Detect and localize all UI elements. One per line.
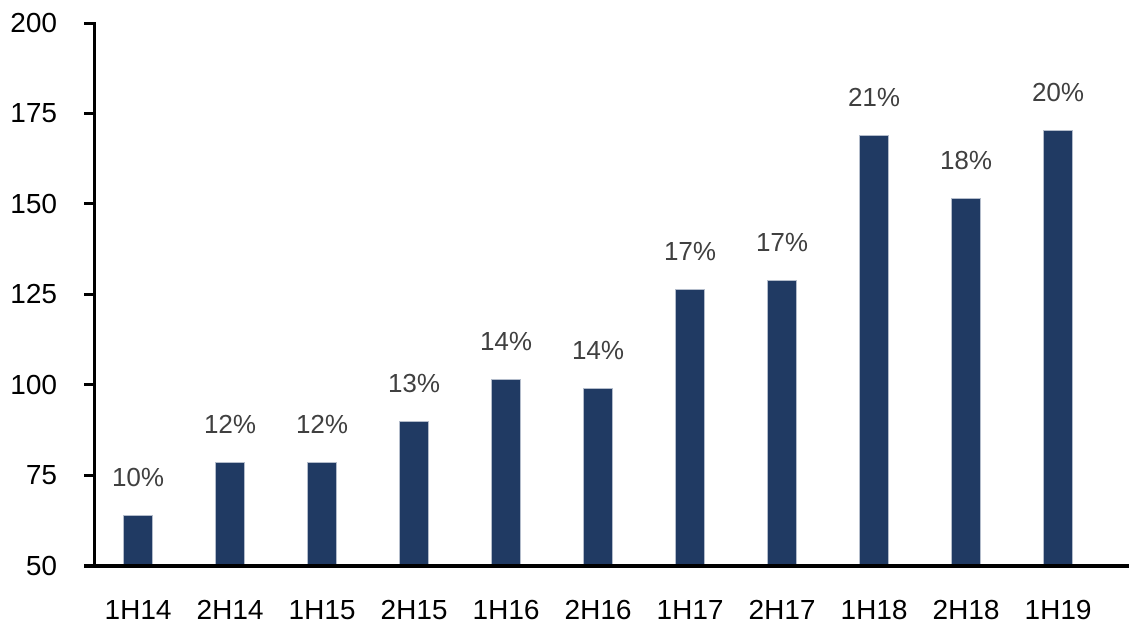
- bar-2H16: [583, 388, 613, 566]
- x-category-label-1H16: 1H16: [472, 594, 540, 625]
- y-axis-tick-label: 75: [25, 459, 57, 491]
- x-category-label-1H14: 1H14: [104, 594, 172, 625]
- y-axis-tick-label: 100: [10, 368, 57, 400]
- bar-1H17: [675, 288, 705, 566]
- bar-value-label-2H14: 12%: [203, 409, 257, 440]
- bar-value-label-1H17: 17%: [663, 235, 717, 266]
- y-axis-line: [92, 21, 96, 568]
- y-axis-tick: [84, 21, 96, 25]
- bar-value-label-1H16: 14%: [479, 326, 533, 357]
- x-category-label-1H15: 1H15: [288, 594, 356, 625]
- x-category-label-1H19: 1H19: [1024, 594, 1092, 625]
- y-axis-tick: [84, 202, 96, 206]
- bar-value-label-2H18: 18%: [939, 145, 993, 176]
- x-category-label-2H17: 2H17: [748, 594, 816, 625]
- bar-value-label-1H19: 20%: [1031, 76, 1085, 107]
- bar-value-label-2H16: 14%: [571, 335, 625, 366]
- bar-1H14: [123, 514, 153, 566]
- y-axis-tick-label: 150: [10, 187, 57, 219]
- y-axis-tick: [84, 111, 96, 115]
- y-axis-tick-label: 175: [10, 97, 57, 129]
- y-axis-tick-label: 200: [10, 7, 57, 38]
- y-axis-tick: [84, 292, 96, 296]
- bar-2H14: [215, 462, 245, 566]
- y-axis-tick: [84, 383, 96, 387]
- bar-value-label-1H15: 12%: [295, 409, 349, 440]
- x-category-label-1H18: 1H18: [840, 594, 908, 625]
- bar-value-label-1H18: 21%: [847, 82, 901, 113]
- bar-value-label-1H14: 10%: [111, 461, 165, 492]
- bar-2H15: [399, 420, 429, 566]
- bar-value-label-2H17: 17%: [755, 226, 809, 257]
- x-category-label-2H15: 2H15: [380, 594, 448, 625]
- bar-2H18: [951, 198, 981, 566]
- x-category-label-2H14: 2H14: [196, 594, 264, 625]
- x-category-label-2H16: 2H16: [564, 594, 632, 625]
- y-axis-tick-label: 125: [10, 278, 57, 310]
- bar-1H18: [859, 135, 889, 566]
- y-axis-tick-label: 50: [25, 549, 57, 581]
- y-axis-tick: [84, 473, 96, 477]
- bar-1H15: [307, 462, 337, 566]
- bar-1H16: [491, 379, 521, 566]
- x-axis-line: [84, 563, 1129, 568]
- bar-1H19: [1043, 129, 1073, 566]
- x-category-label-2H18: 2H18: [932, 594, 1000, 625]
- x-category-label-1H17: 1H17: [656, 594, 724, 625]
- bar-2H17: [767, 279, 797, 566]
- bar-value-label-2H15: 13%: [387, 367, 441, 398]
